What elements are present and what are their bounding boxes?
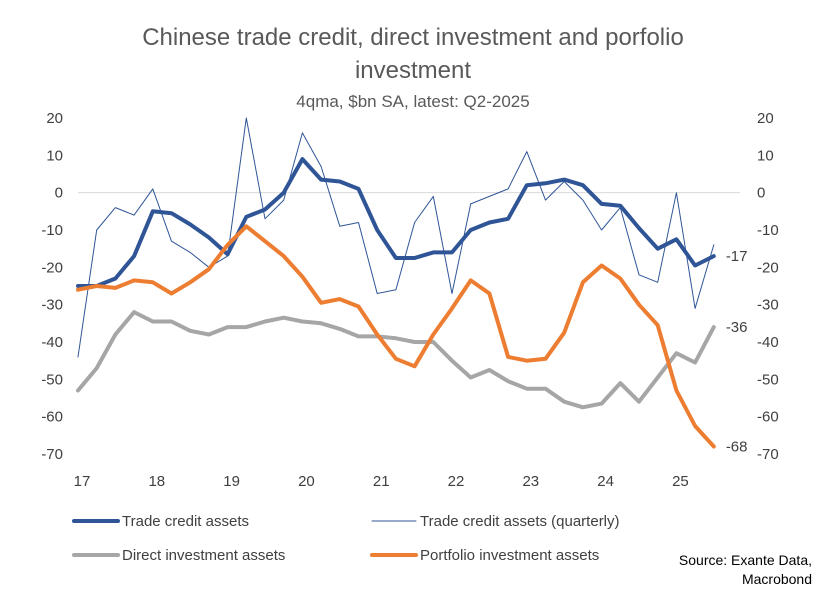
y-tick-label-right: -70 [757, 446, 779, 463]
y-tick-label-right: -10 [757, 222, 779, 239]
x-tick-label: 23 [522, 473, 539, 490]
legend: Trade credit assets Trade credit assets (… [72, 513, 620, 564]
y-tick-label-right: 10 [757, 147, 774, 164]
y-tick-label-left: -70 [41, 446, 63, 463]
x-tick-label: 25 [672, 473, 689, 490]
x-tick-label: 21 [373, 473, 390, 490]
y-tick-label-left: 0 [55, 185, 63, 202]
x-tick-label: 19 [223, 473, 240, 490]
end-labels: -17 -36 -68 [726, 248, 748, 455]
end-label-direct-investment: -36 [726, 319, 748, 336]
legend-label-trade-credit: Trade credit assets [122, 513, 249, 530]
x-tick-label: 22 [448, 473, 465, 490]
x-tick-label: 24 [597, 473, 614, 490]
y-tick-label-right: -20 [757, 259, 779, 276]
y-tick-label-right: -30 [757, 297, 779, 314]
legend-label-direct-investment: Direct investment assets [122, 547, 285, 564]
y-tick-label-right: 0 [757, 185, 765, 202]
x-tick-label: 18 [148, 473, 165, 490]
chart-subtitle: 4qma, $bn SA, latest: Q2-2025 [296, 92, 529, 111]
y-tick-label-left: -50 [41, 371, 63, 388]
y-tick-label-left: -30 [41, 297, 63, 314]
series-line-trade-credit-quarterly [77, 117, 715, 358]
end-label-trade-credit: -17 [726, 248, 748, 265]
y-tick-label-left: -20 [41, 259, 63, 276]
y-tick-label-left: 20 [46, 110, 63, 127]
chart-title-line-1: Chinese trade credit, direct investment … [142, 24, 684, 51]
x-tick-label: 20 [298, 473, 315, 490]
chart-title-line-2: investment [355, 57, 471, 84]
y-tick-label-right: -50 [757, 371, 779, 388]
y-tick-label-right: -60 [757, 409, 779, 426]
series-line-trade-credit [76, 157, 716, 288]
legend-label-portfolio-investment: Portfolio investment assets [420, 547, 599, 564]
series-line-direct-investment [76, 310, 716, 410]
y-tick-label-left: -60 [41, 409, 63, 426]
source-line-2: Macrobond [742, 571, 812, 587]
y-tick-label-right: 20 [757, 110, 774, 127]
legend-label-trade-credit-quarterly: Trade credit assets (quarterly) [420, 513, 620, 530]
y-tick-label-left: -40 [41, 334, 63, 351]
y-tick-label-left: 10 [46, 147, 63, 164]
axes: 20 20 10 10 0 0 -10 -10 -20 -20 -30 -30 -40 -40 -50 -50… [41, 110, 778, 490]
x-tick-label: 17 [74, 473, 91, 490]
y-tick-label-right: -40 [757, 334, 779, 351]
end-label-portfolio-investment: -68 [726, 439, 748, 456]
plot-area [76, 117, 716, 449]
source-line-1: Source: Exante Data, [679, 552, 812, 568]
y-tick-label-left: -10 [41, 222, 63, 239]
series-line-portfolio-investment [76, 224, 716, 449]
